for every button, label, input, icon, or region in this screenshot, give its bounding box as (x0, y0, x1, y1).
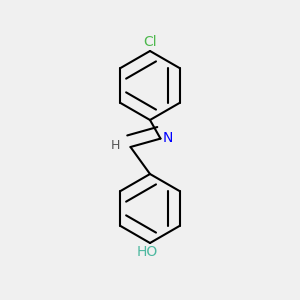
Text: Cl: Cl (143, 35, 157, 50)
Text: N: N (163, 131, 173, 145)
Text: H: H (111, 139, 120, 152)
Text: HO: HO (136, 245, 158, 260)
